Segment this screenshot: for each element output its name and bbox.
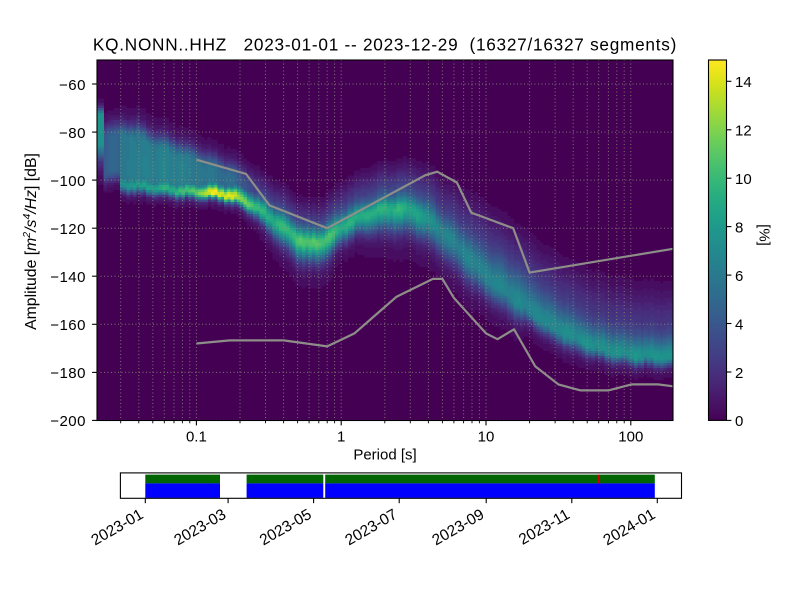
- svg-text:−160: −160: [50, 317, 86, 334]
- svg-text:−100: −100: [50, 173, 86, 190]
- svg-text:6: 6: [735, 268, 743, 285]
- svg-text:10: 10: [478, 429, 495, 446]
- svg-text:−140: −140: [50, 269, 86, 286]
- svg-text:−60: −60: [59, 77, 86, 94]
- svg-text:−200: −200: [50, 413, 86, 430]
- svg-text:4: 4: [735, 316, 743, 333]
- svg-text:12: 12: [735, 123, 752, 140]
- svg-text:−120: −120: [50, 221, 86, 238]
- svg-text:Period [s]: Period [s]: [353, 447, 416, 464]
- svg-text:KQ.NONN..HHZ 2023-01-01 -- 2: KQ.NONN..HHZ 2023-01-01 -- 2023-12-29 (1…: [93, 35, 677, 55]
- svg-text:10: 10: [735, 171, 752, 188]
- svg-text:1: 1: [337, 429, 345, 446]
- svg-text:14: 14: [735, 74, 752, 91]
- svg-text:[%]: [%]: [756, 224, 773, 246]
- svg-text:100: 100: [618, 429, 643, 446]
- svg-text:2: 2: [735, 365, 743, 382]
- svg-text:8: 8: [735, 219, 743, 236]
- svg-text:0: 0: [735, 413, 743, 430]
- svg-text:−180: −180: [50, 365, 86, 382]
- svg-text:−80: −80: [59, 125, 86, 142]
- svg-text:Amplitude [m2/s4/Hz] [dB]: Amplitude [m2/s4/Hz] [dB]: [21, 153, 40, 330]
- svg-text:0.1: 0.1: [186, 429, 207, 446]
